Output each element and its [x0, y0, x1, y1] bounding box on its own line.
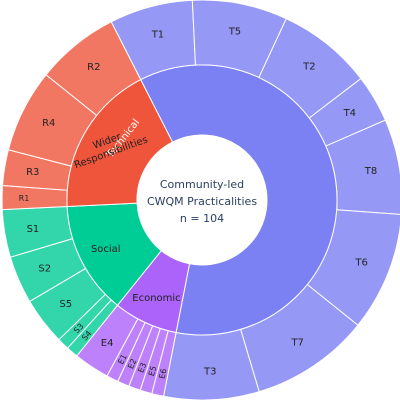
sector-label-economic: Economic	[132, 293, 180, 304]
segment-label-e6: E6	[158, 368, 169, 380]
segment-label-s2: S2	[38, 263, 51, 274]
segment-label-t7: T7	[290, 337, 303, 348]
segment-label-e4: E4	[101, 338, 114, 349]
segment-label-t6: T6	[354, 258, 367, 269]
center-line-2: CWQM Practicalities	[147, 195, 257, 208]
center-label: Community-led CWQM Practicalities n = 10…	[147, 178, 257, 225]
segment-label-r2: R2	[87, 62, 100, 73]
segment-label-s1: S1	[27, 224, 40, 235]
sector-wider-responsibilities[interactable]	[66, 79, 174, 208]
sector-technical[interactable]	[140, 64, 338, 336]
segment-label-t2: T2	[302, 61, 315, 72]
segment-label-t4: T4	[343, 108, 356, 119]
segment-label-r4: R4	[42, 118, 55, 129]
inner-ring	[66, 64, 338, 336]
segment-label-e5: E5	[147, 365, 158, 377]
center-line-3: n = 104	[180, 212, 224, 225]
segment-label-t8: T8	[364, 166, 377, 177]
segment-label-e2: E2	[126, 357, 138, 370]
segment-label-e1: E1	[116, 353, 129, 366]
segment-label-s5: S5	[59, 299, 72, 310]
segment-label-r3: R3	[26, 167, 39, 178]
center-line-1: Community-led	[160, 178, 244, 191]
segment-label-t5: T5	[228, 27, 241, 38]
segment-label-t1: T1	[151, 29, 164, 40]
segment-label-e3: E3	[136, 361, 148, 374]
segment-label-r1: R1	[19, 194, 30, 203]
sector-label-social: Social	[91, 244, 121, 255]
segment-label-t3: T3	[203, 366, 216, 377]
